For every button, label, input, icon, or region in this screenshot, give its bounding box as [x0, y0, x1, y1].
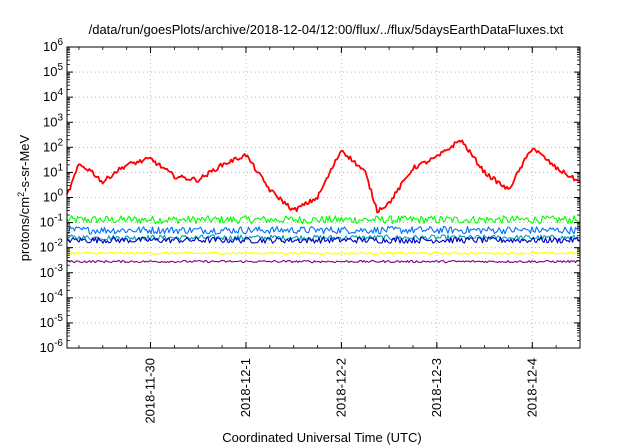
- y-tick-label-exponent: 6: [57, 37, 63, 48]
- x-tick-label: 2018-11-30: [143, 358, 158, 424]
- y-tick-label: 10-1: [40, 213, 64, 230]
- y-tick-label-exponent: 4: [57, 87, 63, 98]
- y-tick-label: 10-6: [40, 338, 64, 355]
- y-tick-label-base: 10: [43, 39, 57, 54]
- y-tick-label: 105: [43, 62, 63, 79]
- y-axis-label-suffix: -s-sr-MeV: [17, 134, 32, 191]
- y-tick-label-exponent: -4: [54, 288, 63, 299]
- x-tick-label: 2018-12-2: [333, 358, 348, 417]
- y-tick-label-base: 10: [43, 190, 57, 205]
- grid: [67, 47, 580, 348]
- y-tick-label: 104: [43, 87, 63, 104]
- series-line: [66, 251, 581, 256]
- y-tick-label-exponent: -5: [54, 313, 63, 324]
- y-tick-label: 10-5: [40, 313, 64, 330]
- y-tick-label-base: 10: [43, 89, 57, 104]
- chart-title: /data/run/goesPlots/archive/2018-12-04/1…: [89, 22, 564, 37]
- x-tick-label: 2018-12-3: [429, 358, 444, 417]
- y-tick-label: 10-4: [40, 288, 64, 305]
- x-tick-label: 2018-12-4: [524, 358, 539, 417]
- series-line: [66, 139, 581, 214]
- series-line: [66, 225, 581, 235]
- y-tick-label-exponent: -1: [54, 213, 63, 224]
- x-tick-label: 2018-12-1: [238, 358, 253, 417]
- series-line: [66, 215, 581, 225]
- y-tick-label-base: 10: [43, 139, 57, 154]
- y-tick-label: 102: [43, 137, 63, 154]
- y-tick-label: 10-3: [40, 263, 64, 280]
- y-tick-label: 10-2: [40, 238, 64, 255]
- y-tick-label: 101: [43, 162, 63, 179]
- y-axis-label: protons/cm2-s-sr-MeV: [16, 134, 32, 261]
- y-tick-label-base: 10: [40, 290, 54, 305]
- y-tick-label-base: 10: [43, 164, 57, 179]
- y-tick-label-base: 10: [40, 240, 54, 255]
- y-axis: 10-610-510-410-310-210-11001011021031041…: [40, 37, 580, 355]
- x-axis-label: Coordinated Universal Time (UTC): [222, 430, 421, 445]
- y-tick-label-exponent: 0: [57, 188, 63, 199]
- y-tick-label-base: 10: [43, 64, 57, 79]
- y-axis-label-sup: 2: [16, 192, 26, 197]
- y-tick-label-exponent: -3: [54, 263, 63, 274]
- series-line: [66, 234, 581, 241]
- y-tick-label-base: 10: [43, 114, 57, 129]
- y-tick-label-exponent: -2: [54, 238, 63, 249]
- y-tick-label-exponent: -6: [54, 338, 63, 349]
- series-line: [66, 236, 581, 244]
- y-tick-label-base: 10: [40, 215, 54, 230]
- y-tick-label-base: 10: [40, 315, 54, 330]
- y-tick-label: 100: [43, 188, 63, 205]
- y-tick-label: 106: [43, 37, 63, 54]
- y-tick-label: 103: [43, 112, 63, 129]
- y-tick-label-exponent: 1: [57, 162, 63, 173]
- y-axis-label-prefix: protons/cm: [17, 197, 32, 261]
- y-tick-label-exponent: 2: [57, 137, 63, 148]
- y-tick-label-exponent: 3: [57, 112, 63, 123]
- series-line: [66, 259, 581, 264]
- y-tick-label-base: 10: [40, 340, 54, 355]
- y-tick-label-exponent: 5: [57, 62, 63, 73]
- y-tick-label-base: 10: [40, 265, 54, 280]
- series-layer: [66, 139, 581, 264]
- x-axis: 2018-11-30 2018-12-1 2018-12-2 2018-12-3 201…: [78, 47, 581, 424]
